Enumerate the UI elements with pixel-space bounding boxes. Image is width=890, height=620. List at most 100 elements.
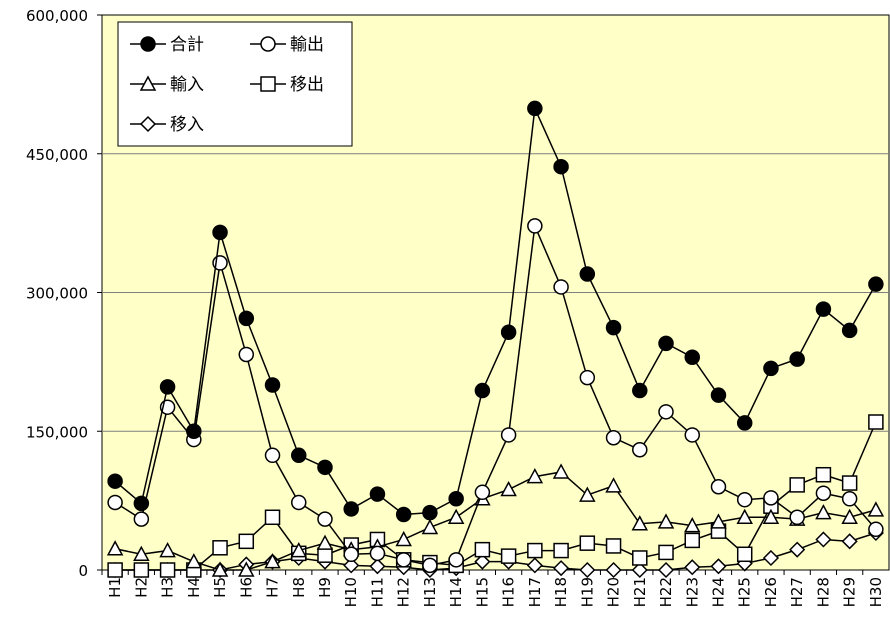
data-point (631, 515, 649, 531)
x-tick-label: H8 (290, 577, 308, 598)
x-tick-label: H5 (211, 577, 229, 598)
x-tick-label: H13 (421, 577, 439, 607)
data-point (736, 415, 753, 431)
x-tick-label: H6 (237, 577, 255, 598)
data-point (632, 550, 648, 566)
data-point (631, 561, 648, 579)
data-point (238, 310, 255, 327)
data-point (527, 542, 543, 559)
data-point (815, 466, 832, 483)
data-point (291, 494, 307, 511)
data-point (291, 447, 307, 464)
data-point (264, 377, 281, 393)
data-point (421, 518, 439, 535)
data-point (868, 521, 884, 538)
series-layer (106, 100, 885, 579)
legend-item: 輸入 (130, 75, 204, 95)
data-point (395, 552, 412, 568)
x-tick-label: H30 (867, 577, 885, 607)
data-point (238, 346, 255, 363)
data-point (632, 442, 648, 458)
data-point (159, 379, 176, 395)
data-point (107, 494, 123, 511)
data-point (448, 552, 464, 568)
data-point (343, 546, 359, 563)
legend-marker (140, 36, 156, 52)
x-tick-label: H12 (395, 577, 413, 607)
data-point (632, 382, 648, 399)
data-point (605, 538, 622, 554)
data-point (605, 429, 622, 446)
data-point (212, 540, 228, 556)
data-point (710, 513, 727, 529)
data-point (474, 382, 491, 399)
data-point (684, 427, 700, 443)
data-point (684, 349, 700, 365)
data-point (133, 545, 150, 562)
data-point (527, 218, 543, 234)
data-point (605, 561, 622, 579)
data-point (526, 557, 543, 574)
data-point (500, 427, 517, 443)
data-point (657, 561, 675, 579)
data-point (815, 301, 832, 317)
data-point (186, 423, 202, 439)
data-point (317, 459, 333, 476)
data-point (500, 480, 517, 497)
grid-lines (102, 153, 889, 432)
data-point (474, 553, 491, 570)
x-tick-label: H11 (368, 577, 386, 607)
data-point (553, 158, 569, 175)
data-point (343, 501, 359, 517)
data-point (106, 540, 124, 556)
data-point (789, 351, 805, 367)
data-point (316, 534, 334, 550)
legend-label: 合計 (170, 35, 204, 55)
x-tick-label: H14 (447, 577, 465, 607)
data-point (789, 541, 806, 558)
data-point (500, 324, 517, 341)
data-point (474, 541, 491, 558)
x-tick-label: H22 (657, 577, 675, 607)
x-tick-label: H26 (762, 577, 780, 607)
data-point (710, 558, 727, 575)
data-point (710, 387, 727, 403)
data-point (605, 319, 622, 336)
data-point (868, 414, 884, 430)
data-point (238, 561, 255, 577)
data-point (868, 276, 884, 292)
data-point (553, 542, 569, 559)
legend-label: 移出 (290, 75, 324, 95)
data-point (841, 491, 858, 507)
data-point (552, 463, 570, 479)
x-tick-label: H27 (788, 577, 806, 607)
legend-marker (139, 75, 157, 91)
data-point (710, 479, 727, 495)
legend-item: 移出 (250, 75, 324, 95)
data-point (238, 533, 255, 550)
data-point (736, 491, 753, 508)
data-point (159, 541, 176, 558)
series-line (114, 105, 877, 516)
data-point (605, 477, 622, 493)
data-point (527, 100, 543, 117)
x-axis-ticks: H1 H2 H3 H4 H5 H6 H7 H8 H9 H10 H11 H12 H13 H14 H15 H16 H… (101, 570, 885, 607)
data-point (369, 486, 386, 502)
x-tick-label: H10 (342, 577, 360, 607)
data-point (395, 530, 412, 547)
x-tick-label: H3 (159, 577, 177, 598)
y-tick-label: 0 (78, 562, 88, 580)
series-合計 (107, 100, 884, 523)
data-point (448, 491, 464, 507)
x-tick-label: H17 (526, 577, 544, 607)
data-point (133, 511, 150, 527)
legend-label: 輸入 (170, 75, 204, 95)
x-tick-label: H18 (552, 577, 570, 607)
data-point (211, 561, 229, 577)
data-point (736, 508, 753, 525)
data-point (133, 495, 150, 512)
data-point (815, 485, 832, 501)
data-point (133, 562, 150, 578)
legend-item: 合計 (130, 35, 204, 55)
data-point (657, 513, 675, 529)
